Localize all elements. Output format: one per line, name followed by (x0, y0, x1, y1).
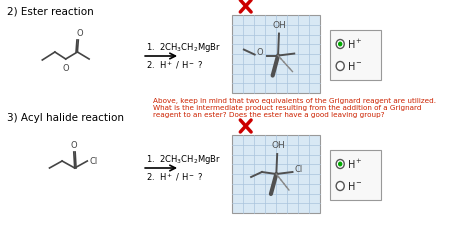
Text: H$^-$: H$^-$ (347, 180, 363, 192)
Text: O: O (63, 64, 69, 73)
Text: H$^+$: H$^+$ (347, 37, 363, 51)
Text: Above, keep in mind that two equivalents of the Grignard reagent are utilized.
W: Above, keep in mind that two equivalents… (153, 98, 436, 118)
Text: Cl: Cl (294, 165, 302, 175)
Text: 1.  2CH$_3$CH$_2$MgBr: 1. 2CH$_3$CH$_2$MgBr (146, 153, 220, 165)
Text: 2) Ester reaction: 2) Ester reaction (7, 7, 94, 17)
Circle shape (336, 182, 344, 190)
Text: H$^-$: H$^-$ (347, 60, 363, 72)
Text: OH: OH (271, 141, 285, 150)
Circle shape (336, 39, 344, 49)
Bar (232, 15, 320, 93)
Circle shape (338, 41, 342, 46)
Text: 2.  H$^+$ / H$^-$ ?: 2. H$^+$ / H$^-$ ? (146, 171, 203, 183)
Bar (330, 30, 381, 80)
Bar (232, 135, 320, 213)
Text: Cl: Cl (89, 156, 97, 165)
Text: H$^+$: H$^+$ (347, 157, 363, 171)
Circle shape (338, 161, 342, 166)
Text: O: O (257, 48, 264, 57)
Text: 2.  H$^+$ / H$^-$ ?: 2. H$^+$ / H$^-$ ? (146, 59, 203, 71)
Circle shape (336, 62, 344, 70)
Circle shape (336, 159, 344, 168)
Text: OH: OH (273, 21, 287, 30)
Text: 3) Acyl halide reaction: 3) Acyl halide reaction (7, 113, 124, 123)
Text: O: O (71, 141, 77, 150)
Text: 1.  2CH$_3$CH$_2$MgBr: 1. 2CH$_3$CH$_2$MgBr (146, 40, 220, 54)
Text: O: O (77, 29, 83, 38)
Bar (330, 150, 381, 200)
